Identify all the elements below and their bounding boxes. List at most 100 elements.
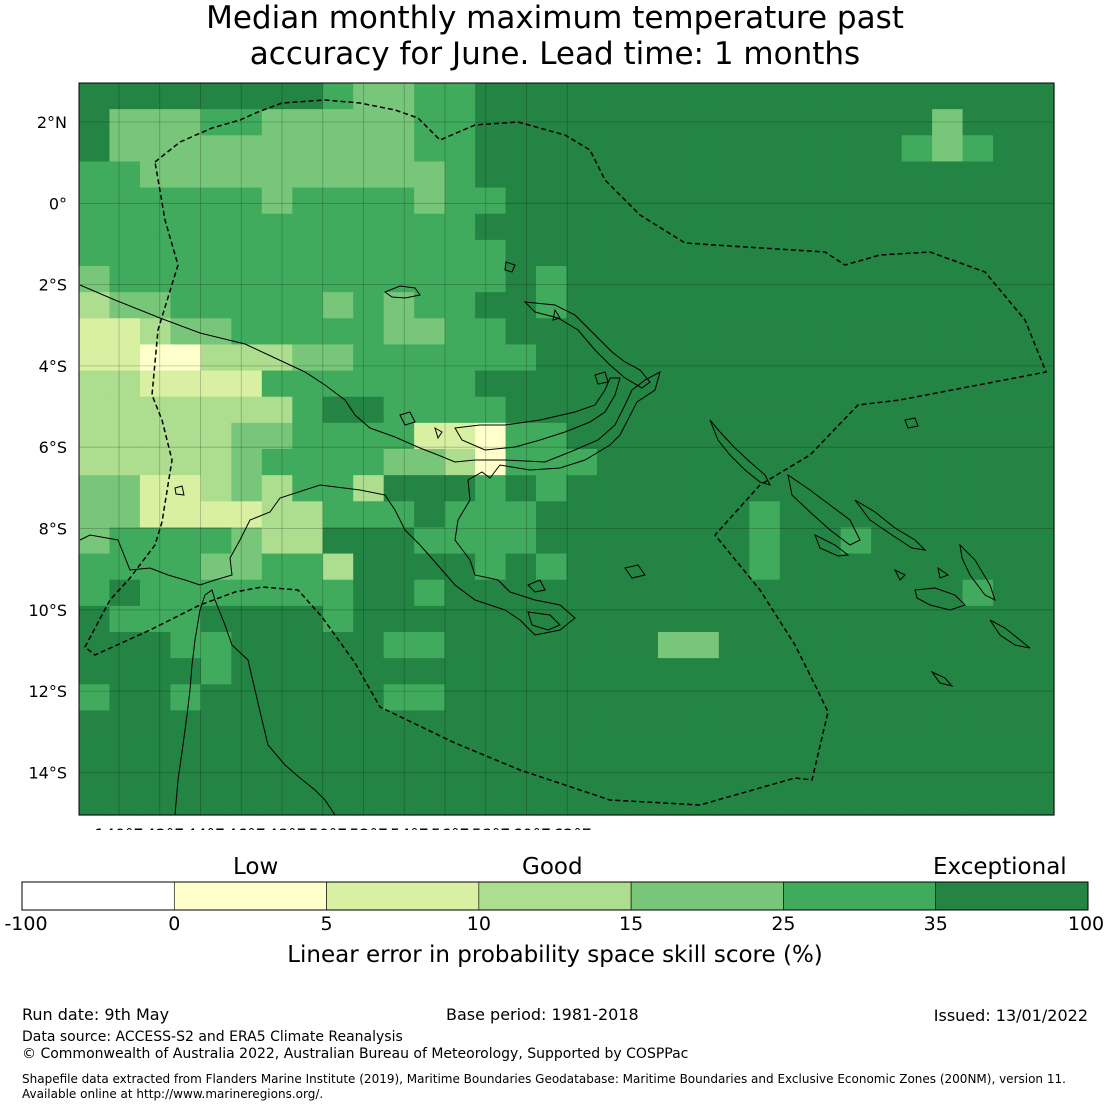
skill-cell xyxy=(840,266,872,293)
skill-cell xyxy=(871,292,903,319)
skill-cell xyxy=(353,449,385,476)
skill-cell xyxy=(779,736,811,764)
skill-cell xyxy=(475,658,507,685)
skill-cell xyxy=(962,736,994,764)
skill-cell xyxy=(444,370,476,398)
skill-cell xyxy=(566,710,598,738)
skill-cell xyxy=(962,710,994,738)
skill-cell xyxy=(871,605,903,633)
skill-cell xyxy=(810,83,842,110)
latitude-label: 10°S xyxy=(28,601,67,620)
skill-cell xyxy=(292,605,324,633)
skill-cell xyxy=(353,527,385,555)
longitude-label: 152°E xyxy=(339,825,388,830)
skill-cell xyxy=(810,422,842,450)
skill-cell xyxy=(962,292,994,319)
skill-cell xyxy=(840,83,872,110)
skill-cell xyxy=(353,292,385,319)
skill-cell xyxy=(566,344,598,372)
latitude-label: 14°S xyxy=(28,763,67,782)
skill-cell xyxy=(109,344,141,372)
skill-cell xyxy=(657,266,689,293)
skill-cell xyxy=(566,527,598,555)
skill-cell xyxy=(810,161,842,189)
skill-cell xyxy=(1023,527,1055,555)
skill-cell xyxy=(322,266,354,293)
skill-cell xyxy=(901,318,933,346)
skill-cell xyxy=(840,370,872,398)
skill-cells xyxy=(79,83,1055,816)
bougainville-coastline xyxy=(709,419,771,486)
skill-cell xyxy=(536,292,568,319)
skill-cell xyxy=(932,762,964,790)
skill-cell xyxy=(261,135,293,163)
skill-cell xyxy=(718,161,750,189)
skill-cell xyxy=(139,788,172,816)
skill-cell xyxy=(901,527,933,555)
skill-cell xyxy=(200,266,232,293)
skill-cell xyxy=(505,710,537,738)
skill-cell xyxy=(536,632,568,659)
skill-cell xyxy=(200,736,232,764)
skill-cell xyxy=(383,788,415,816)
skill-cell xyxy=(627,239,659,267)
map-frame xyxy=(78,82,1055,816)
skill-cell xyxy=(536,710,568,738)
skill-cell xyxy=(475,710,507,738)
skill-cell xyxy=(596,318,629,346)
skill-cell xyxy=(536,788,568,816)
skill-cell xyxy=(688,762,720,790)
skill-cell xyxy=(871,161,903,189)
skill-cell xyxy=(749,710,781,738)
skill-cell xyxy=(79,239,111,267)
skill-cell xyxy=(353,266,385,293)
skill-cell xyxy=(840,475,872,502)
skill-cell xyxy=(231,344,263,372)
run-date: Run date: 9th May xyxy=(22,1005,170,1024)
skill-cell xyxy=(444,710,476,738)
skill-cell xyxy=(414,396,446,424)
skill-cell xyxy=(840,292,872,319)
skill-cell xyxy=(718,658,750,685)
skill-cell xyxy=(139,527,172,555)
skill-cell xyxy=(688,553,720,581)
skill-cell xyxy=(505,501,537,529)
skill-cell xyxy=(322,605,354,633)
skill-cell xyxy=(475,501,507,529)
skill-cell xyxy=(962,187,994,215)
skill-cell xyxy=(901,553,933,581)
skill-cell xyxy=(139,396,172,424)
skill-cell xyxy=(718,762,750,790)
skill-cell xyxy=(627,213,659,241)
skill-cell xyxy=(718,344,750,372)
skill-cell xyxy=(414,161,446,189)
skill-cell xyxy=(231,684,263,712)
skill-cell xyxy=(993,370,1025,398)
skill-cell xyxy=(322,109,354,136)
skill-cell xyxy=(932,318,964,346)
skill-cell xyxy=(231,396,263,424)
skill-cell xyxy=(993,736,1025,764)
skill-cell xyxy=(353,658,385,685)
skill-cell xyxy=(596,762,629,790)
skill-cell xyxy=(840,579,872,607)
skill-cell xyxy=(596,632,629,659)
skill-cell xyxy=(840,449,872,476)
skill-cell xyxy=(688,187,720,215)
skill-cell xyxy=(170,501,202,529)
skill-cell xyxy=(1023,83,1055,110)
skill-cell xyxy=(840,344,872,372)
skill-cell xyxy=(505,788,537,816)
longitude-label: 144°E xyxy=(176,825,225,830)
colorbar-swatch xyxy=(630,881,784,911)
skill-cell xyxy=(932,710,964,738)
skill-cell xyxy=(353,710,385,738)
issued-date: Issued: 13/01/2022 xyxy=(933,1006,1088,1025)
skill-cell xyxy=(718,135,750,163)
skill-cell xyxy=(779,788,811,816)
skill-cell xyxy=(353,501,385,529)
skill-cell xyxy=(109,684,141,712)
skill-cell xyxy=(932,579,964,607)
skill-cell xyxy=(109,135,141,163)
skill-cell xyxy=(139,187,172,215)
